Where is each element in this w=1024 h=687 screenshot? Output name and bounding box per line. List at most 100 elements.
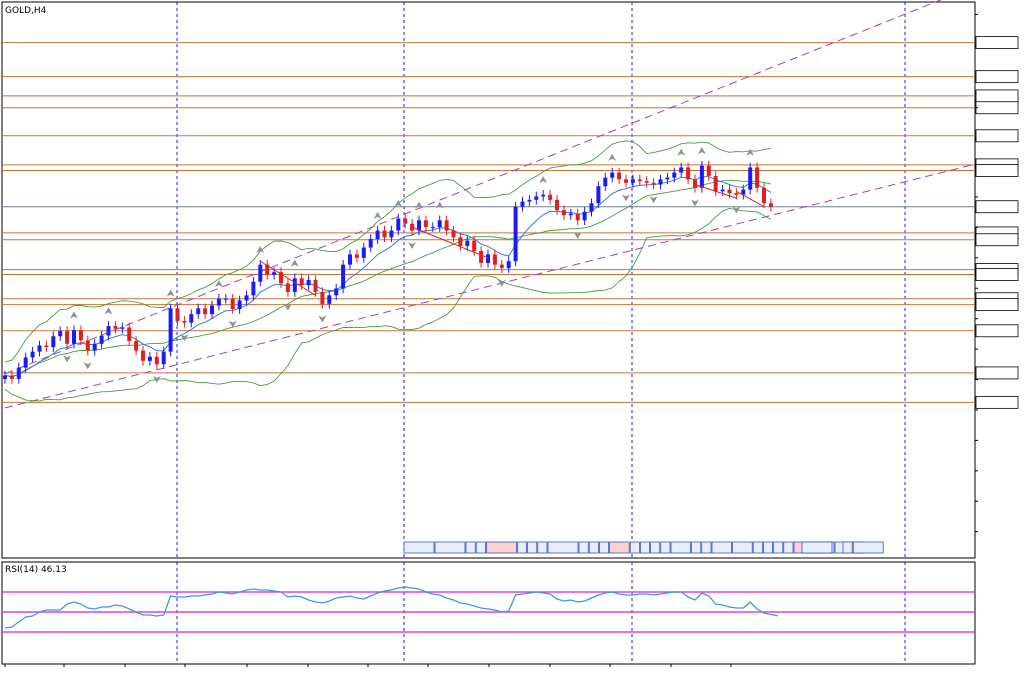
- session-box: [670, 541, 691, 554]
- candle-body: [265, 264, 270, 275]
- candle-body: [334, 288, 339, 296]
- session-box: [475, 541, 486, 554]
- candle-body: [258, 264, 263, 282]
- candle-body: [437, 220, 442, 228]
- session-box: [434, 541, 466, 554]
- candle-body: [472, 240, 477, 252]
- session-box: [517, 541, 527, 554]
- zigzag-segment: [736, 190, 765, 208]
- candle-body: [375, 230, 380, 240]
- candle-body: [582, 211, 587, 221]
- session-box: [773, 541, 784, 554]
- session-box: [578, 541, 589, 554]
- candle-body: [444, 220, 449, 231]
- candle-body: [44, 345, 49, 348]
- level-tag-box: [975, 36, 1019, 49]
- candle-body: [548, 194, 553, 200]
- candle-body: [624, 179, 628, 183]
- fractal-down-arrow: [732, 206, 741, 214]
- candle-body: [451, 230, 456, 238]
- candle-body: [672, 172, 677, 178]
- candle-body: [113, 326, 118, 329]
- candle-body: [361, 247, 366, 258]
- session-labels: [403, 541, 884, 554]
- candle-body: [182, 320, 187, 323]
- current-price-box: [975, 200, 1019, 214]
- session-box: [852, 541, 884, 554]
- candle-body: [755, 167, 760, 188]
- session-box: [527, 541, 538, 554]
- candle-body: [244, 295, 249, 301]
- session-box: [842, 541, 853, 554]
- candle-body: [175, 308, 180, 321]
- fractal-up-arrow: [539, 176, 548, 184]
- candle-body: [589, 203, 594, 212]
- candle-body: [720, 189, 725, 192]
- candle-body: [665, 177, 670, 180]
- candle-body: [37, 345, 42, 352]
- candle-body: [741, 189, 746, 195]
- candle-body: [423, 220, 428, 228]
- candle-body: [306, 280, 311, 286]
- candle-body: [644, 181, 649, 183]
- level-tag-box: [975, 233, 1019, 247]
- candle-body: [30, 351, 35, 358]
- candle-body: [713, 175, 718, 192]
- candle-body: [458, 237, 463, 246]
- bollinger-upper: [4, 140, 771, 363]
- candle-body: [486, 254, 490, 263]
- fractal-down-arrow: [622, 194, 630, 202]
- candle-body: [748, 167, 753, 190]
- candle-body: [617, 172, 622, 180]
- rsi-label: RSI(14) 46.13: [5, 565, 67, 575]
- candle-body: [734, 193, 739, 195]
- level-tag-box: [975, 129, 1019, 143]
- candle-body: [396, 218, 401, 231]
- candle-body: [430, 227, 435, 229]
- candle-body: [541, 194, 546, 197]
- candle-body: [492, 254, 497, 265]
- session-box: [783, 541, 794, 554]
- candle-body: [78, 330, 83, 341]
- candle-body: [658, 179, 663, 185]
- candle-body: [596, 186, 601, 204]
- fractal-down-arrow: [83, 362, 92, 370]
- candle-body: [196, 308, 201, 315]
- candle-body: [299, 278, 304, 286]
- fractal-up-arrow: [697, 147, 706, 155]
- candle-body: [313, 280, 318, 292]
- candle-body: [534, 196, 539, 200]
- session-box: [711, 541, 732, 554]
- fractal-down-arrow: [408, 242, 417, 250]
- level-tag-box: [975, 268, 1019, 281]
- bollinger-middle: [4, 179, 771, 378]
- candle-body: [382, 230, 387, 238]
- candle-body: [189, 314, 194, 323]
- candle-body: [354, 254, 359, 258]
- candle-body: [210, 305, 214, 315]
- candle-body: [23, 357, 28, 368]
- horizontal-levels[interactable]: [2, 36, 1019, 409]
- zigzag-segment: [260, 260, 316, 296]
- session-box: [650, 541, 661, 554]
- candle-body: [479, 251, 484, 263]
- candle-body: [147, 356, 152, 361]
- candle-body: [72, 330, 76, 344]
- zigzag-segment: [694, 184, 737, 199]
- session-box: [701, 541, 712, 554]
- session-box: [403, 541, 435, 554]
- candle-body: [279, 272, 283, 284]
- candle-body: [85, 340, 90, 351]
- fractal-arrows: [63, 147, 765, 383]
- candle-body: [686, 167, 691, 180]
- chart-frames: [1, 1, 976, 665]
- trend-channel[interactable]: [4, 0, 976, 409]
- level-tag-box: [975, 89, 1019, 103]
- candle-body: [368, 239, 373, 248]
- candle-body: [327, 295, 332, 304]
- candle-body: [292, 278, 297, 292]
- zigzag-segment: [411, 226, 489, 259]
- fractal-down-arrow: [691, 199, 699, 207]
